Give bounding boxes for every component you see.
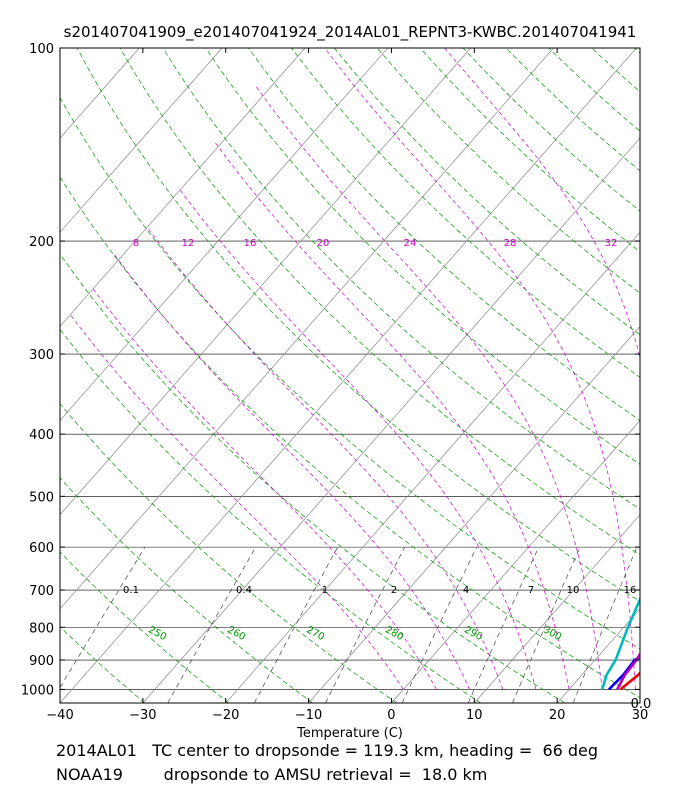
dry-adiabat	[677, 48, 700, 703]
plot-frame	[59, 47, 641, 704]
y-tick-label: 800	[29, 621, 54, 636]
moist-adiabat	[177, 187, 537, 690]
dry-adiabat	[462, 48, 640, 212]
y-tick-label: 1000	[21, 683, 54, 698]
mixing-ratio-label: 4	[463, 585, 469, 596]
mixing-ratio-label: 0.1	[123, 585, 139, 596]
dry-adiabat	[60, 477, 313, 703]
corner-label: 0.0	[631, 697, 652, 712]
mixing-ratio-line	[512, 546, 581, 703]
isotherm-line	[639, 702, 640, 703]
chart-title: s201407041909_e201407041924_2014AL01_REP…	[64, 23, 637, 42]
moist-adiabat-label: 28	[504, 238, 517, 249]
x-tick-label: −40	[46, 708, 73, 723]
moist-adiabat-label: 12	[182, 238, 195, 249]
mixing-ratio-line	[253, 546, 338, 703]
x-tick-label: −10	[295, 708, 322, 723]
y-tick-label: 100	[29, 42, 54, 57]
y-tick-label: 500	[29, 490, 54, 505]
moist-adiabat	[214, 141, 570, 690]
series-line-1	[607, 655, 640, 691]
isotherm-line	[308, 325, 640, 703]
mixing-ratio-line	[325, 546, 406, 703]
y-tick-label: 700	[29, 584, 54, 599]
moist-adiabat-label: 24	[404, 238, 417, 249]
footer-line-2: NOAA19 dropsonde to AMSU retrieval = 18.…	[56, 765, 488, 784]
moist-adiabat	[114, 254, 471, 690]
moist-adiabat	[69, 313, 404, 690]
mixing-ratio-label: 1	[322, 585, 328, 596]
isotherm-line	[60, 48, 223, 233]
moist-adiabat	[90, 285, 437, 690]
dry-adiabat	[591, 48, 640, 93]
x-tick-label: −20	[212, 708, 239, 723]
x-tick-label: 30	[632, 708, 649, 723]
dry-adiabat	[76, 48, 640, 602]
x-tick-label: 0	[387, 708, 395, 723]
dry-adiabat	[548, 48, 640, 132]
dry-adiabat	[634, 48, 640, 54]
y-tick-label: 400	[29, 428, 54, 443]
mixing-ratio-line	[572, 546, 638, 703]
mixing-ratio-line	[467, 546, 540, 703]
y-tick-label: 300	[29, 348, 54, 363]
dry-adiabat	[248, 48, 640, 421]
y-tick-label: 600	[29, 541, 54, 556]
dry-adiabat	[60, 96, 640, 650]
isotherm-line	[60, 48, 554, 610]
series-line-4	[600, 596, 640, 690]
dry-adiabat	[60, 551, 229, 703]
mixing-ratio-label: 2	[391, 585, 397, 596]
isotherm-line	[60, 48, 306, 327]
footer-line-1: 2014AL01 TC center to dropsonde = 119.3 …	[56, 741, 599, 760]
dry-adiabat	[376, 48, 640, 294]
x-tick-label: 10	[466, 708, 483, 723]
dry-adiabat	[60, 701, 61, 703]
mixing-ratio-label: 0.4	[236, 585, 252, 596]
mixing-ratio-label: 7	[528, 585, 534, 596]
isotherm-line	[142, 137, 640, 703]
x-axis-title: Temperature (C)	[296, 726, 403, 741]
dry-adiabat	[205, 48, 640, 465]
isotherm-line	[60, 48, 637, 703]
isotherm-line	[60, 48, 140, 139]
dry-adiabat	[505, 48, 640, 172]
isotherm-line	[225, 231, 640, 703]
isotherm-line	[0, 48, 56, 703]
mixing-ratio-line	[60, 546, 146, 689]
mixing-ratio-label: 10	[567, 585, 580, 596]
x-tick-label: 20	[549, 708, 566, 723]
dry-adiabat	[419, 48, 640, 253]
x-tick-label: −30	[129, 708, 156, 723]
moist-adiabat-label: 20	[317, 238, 330, 249]
moist-adiabat	[256, 86, 603, 690]
moist-adiabat	[324, 48, 636, 690]
moist-adiabat-label: 16	[244, 238, 257, 249]
y-tick-label: 900	[29, 654, 54, 669]
moist-adiabat-label: 32	[605, 238, 618, 249]
isotherm-line	[60, 48, 389, 422]
mixing-ratio-label: 16	[624, 585, 637, 596]
isotherm-line	[60, 48, 471, 516]
dry-adiabat	[60, 626, 145, 703]
isotherm-line	[391, 420, 640, 703]
moist-adiabat-label: 8	[133, 238, 139, 249]
dry-adiabat	[119, 48, 640, 556]
isotherm-line	[474, 514, 640, 703]
mixing-ratio-line	[401, 546, 478, 703]
moist-adiabat	[146, 226, 504, 690]
y-tick-label: 200	[29, 235, 54, 250]
dry-adiabat	[60, 328, 481, 703]
dry-adiabat	[60, 253, 565, 703]
